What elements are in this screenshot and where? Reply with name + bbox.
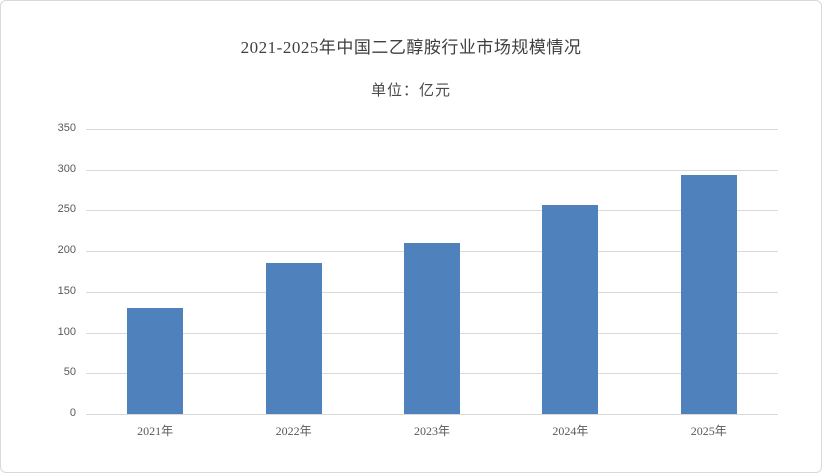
- bar-2023年: [404, 243, 460, 414]
- x-axis-label-2022年: 2022年: [275, 424, 312, 438]
- gridline-y-300: [86, 169, 778, 171]
- x-axis-label-2025年: 2025年: [690, 424, 727, 438]
- bar-2022年: [265, 262, 322, 414]
- bar-2021年: [127, 308, 184, 414]
- x-axis-label-2021年: 2021年: [137, 424, 174, 438]
- gridline-y-350: [86, 129, 778, 130]
- y-tick-label-50: 50: [63, 366, 76, 379]
- chart-title: 2021-2025年中国二乙醇胺行业市场规模情况: [240, 38, 582, 57]
- y-tick-label-250: 250: [57, 203, 76, 216]
- x-axis-label-2024年: 2024年: [552, 424, 589, 438]
- bar-chart-plot-area: [86, 129, 778, 415]
- chart-unit-label: 单位：亿元: [370, 83, 451, 99]
- y-tick-label-300: 300: [57, 162, 76, 175]
- gridline-y-0: [86, 414, 778, 415]
- y-tick-label-100: 100: [57, 325, 76, 338]
- y-tick-label-150: 150: [57, 284, 76, 297]
- x-axis-label-2023年: 2023年: [413, 424, 450, 438]
- bar-2024年: [542, 204, 599, 414]
- bar-2025年: [680, 175, 737, 414]
- y-tick-label-200: 200: [57, 244, 76, 257]
- y-tick-label-0: 0: [69, 407, 76, 419]
- y-tick-label-350: 350: [57, 122, 76, 134]
- gridline-y-250: [86, 210, 778, 212]
